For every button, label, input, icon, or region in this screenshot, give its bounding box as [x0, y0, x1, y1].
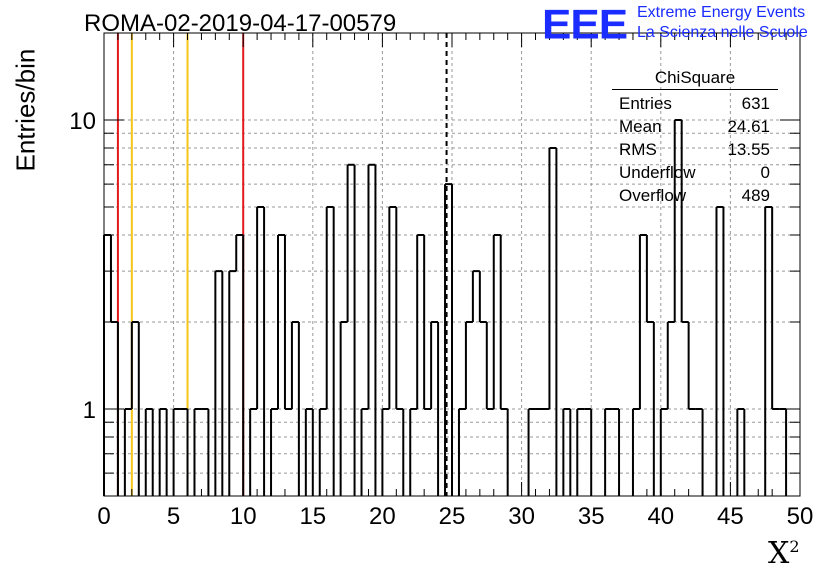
x-tick-label: 10: [230, 503, 257, 530]
stats-value: 489: [741, 186, 770, 205]
stats-row-mean: Mean 24.61: [612, 115, 778, 138]
stats-box: ChiSquare Entries 631 Mean 24.61 RMS 13.…: [612, 68, 778, 207]
stats-label: Overflow: [619, 186, 687, 205]
eee-logo: EEE: [542, 1, 628, 48]
stats-row-underflow: Underflow 0: [612, 161, 778, 184]
axes: 0 5 10 15 20 25 30 35 40 45 50 1 10: [69, 32, 814, 530]
stats-label: Underflow: [619, 163, 696, 182]
histogram-series: [103, 118, 788, 496]
x-tick-label: 50: [787, 503, 814, 530]
stats-title: ChiSquare: [612, 68, 778, 90]
stats-row-overflow: Overflow 489: [612, 184, 778, 207]
x-tick-label: 45: [717, 503, 744, 530]
x-tick-label: 40: [647, 503, 674, 530]
run-title: ROMA-02-2019-04-17-00579: [84, 10, 397, 37]
x-axis-label: X2: [768, 536, 800, 571]
x-tick-label: 35: [578, 503, 605, 530]
stats-value: 631: [741, 94, 770, 113]
stats-row-entries: Entries 631: [612, 92, 778, 115]
x-tick-label: 5: [167, 503, 180, 530]
y-tick-label: 1: [83, 397, 96, 424]
y-tick-label: 10: [69, 108, 96, 135]
stats-label: RMS: [619, 140, 657, 159]
stats-value: 0: [760, 163, 770, 182]
logo-line-2: La Scienza nelle Scuole: [637, 24, 808, 41]
stats-row-rms: RMS 13.55: [612, 138, 778, 161]
x-tick-label: 15: [299, 503, 326, 530]
stats-value: 13.55: [727, 140, 770, 159]
x-tick-label: 25: [439, 503, 466, 530]
stats-label: Entries: [619, 94, 672, 113]
y-axis-label: Entries/bin: [10, 48, 41, 172]
x-tick-label: 30: [508, 503, 535, 530]
x-tick-label: 20: [369, 503, 396, 530]
stats-value: 24.61: [727, 117, 770, 136]
logo-line-1: Extreme Energy Events: [637, 4, 806, 21]
x-tick-label: 0: [97, 503, 110, 530]
stats-label: Mean: [619, 117, 662, 136]
